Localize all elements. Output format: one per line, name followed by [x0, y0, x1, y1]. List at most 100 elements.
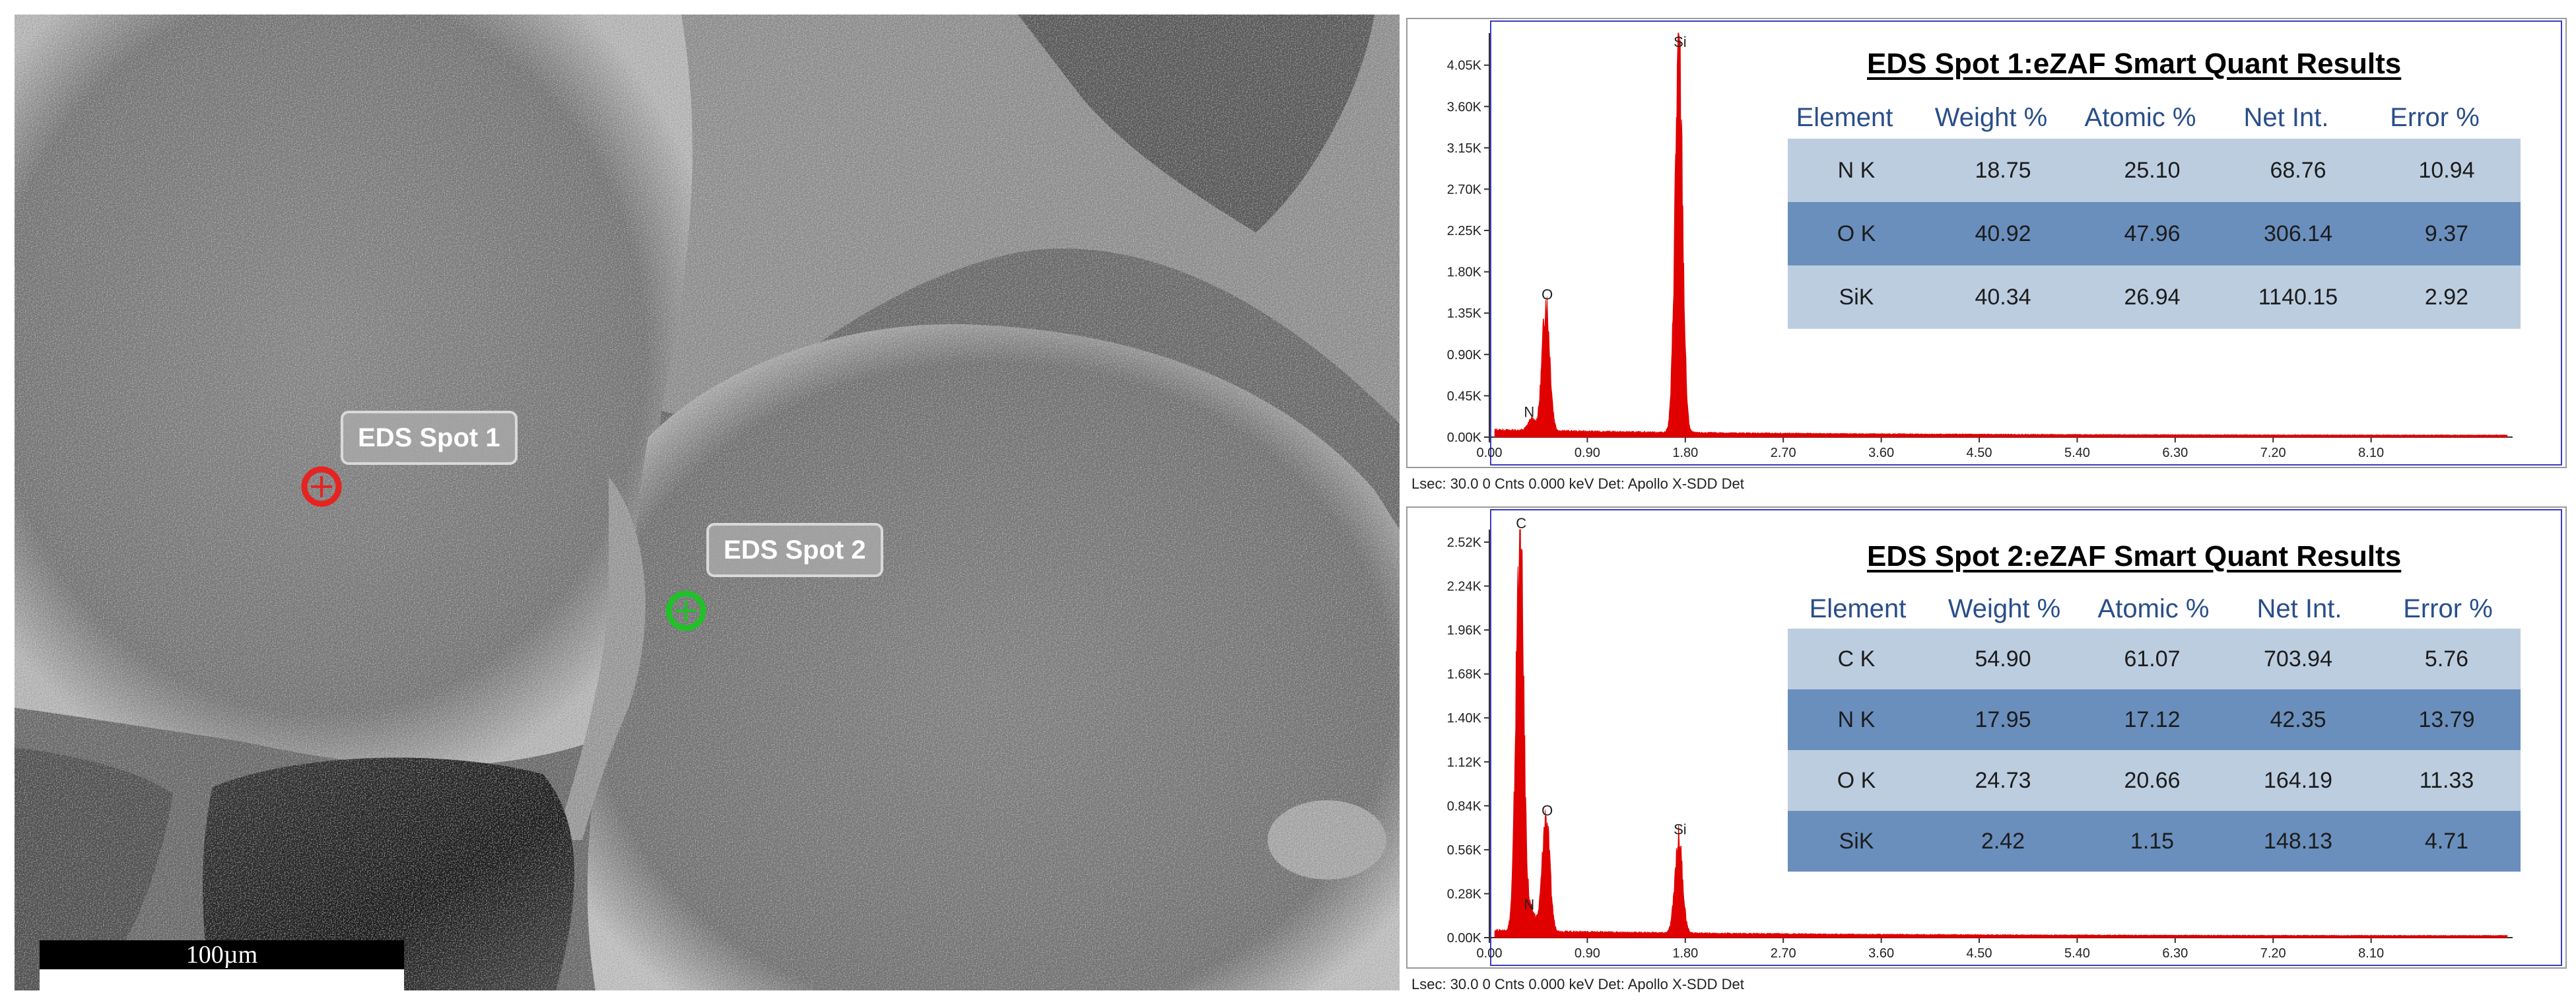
cell-weight: 40.34: [1975, 285, 2031, 310]
plot-frame: [1490, 20, 2562, 466]
y-tick-label: 3.60K: [1447, 100, 1482, 114]
header-atomic: Atomic %: [2084, 103, 2196, 132]
header-net-int: Net Int.: [2256, 594, 2342, 623]
eds-panel-2: 0.00K 0.28K 0.56K 0.84K 1.12K 1.40K 1.68K 1.96K…: [1406, 503, 2568, 997]
y-tick-label: 0.56K: [1447, 843, 1482, 858]
spectrum-2-caption: Lsec: 30.0 0 Cnts 0.000 keV Det: Apollo …: [1411, 976, 1744, 992]
cell-element: SiK: [1839, 285, 1874, 310]
cell-error: 11.33: [2419, 768, 2474, 793]
y-tick-label: 1.40K: [1447, 711, 1482, 726]
header-element: Element: [1809, 594, 1907, 623]
sem-micrograph: EDS Spot 1 EDS Spot 2 100µm: [15, 15, 1400, 997]
y-tick-label: 1.80K: [1447, 265, 1482, 280]
peak-label-o: O: [1542, 802, 1553, 819]
cell-net-int: 306.14: [2264, 221, 2332, 246]
x-tick-label: 7.20: [2260, 946, 2286, 961]
header-atomic: Atomic %: [2097, 594, 2210, 623]
x-tick-label: 0.90: [1575, 946, 1600, 961]
x-tick-label: 4.50: [1967, 446, 1992, 460]
cell-net-int: 68.76: [2270, 158, 2326, 183]
y-tick-label: 0.00K: [1447, 431, 1482, 445]
x-tick-label: 1.80: [1672, 946, 1698, 961]
spot-1-marker[interactable]: [298, 464, 345, 510]
cell-atomic: 47.96: [2124, 221, 2181, 246]
cell-net-int: 164.19: [2264, 768, 2332, 793]
cell-atomic: 17.12: [2124, 707, 2181, 732]
x-tick-label: 3.60: [1868, 446, 1894, 460]
y-tick-label: 2.24K: [1447, 580, 1482, 594]
x-tick-label: 0.00: [1477, 446, 1503, 460]
peak-label-si: Si: [1674, 821, 1687, 837]
x-tick-label: 6.30: [2162, 946, 2188, 961]
x-tick-label: 1.80: [1672, 446, 1698, 460]
x-tick-label: 0.00: [1477, 946, 1503, 961]
cell-weight: 24.73: [1975, 768, 2031, 793]
scale-bar-underline: [40, 969, 404, 997]
y-tick-label: 1.96K: [1447, 623, 1482, 638]
cell-element: O K: [1837, 221, 1876, 246]
cell-atomic: 61.07: [2124, 646, 2181, 672]
table-2-row: O K 24.73 20.66 164.19 11.33: [1788, 750, 2521, 811]
cell-atomic: 1.15: [2130, 829, 2175, 854]
table-1-title: EDS Spot 1:eZAF Smart Quant Results: [1867, 48, 2402, 80]
cell-error: 13.79: [2418, 707, 2475, 732]
table-1-row: N K 18.75 25.10 68.76 10.94: [1788, 139, 2521, 202]
cell-error: 10.94: [2418, 158, 2475, 183]
peak-label-c: C: [1516, 515, 1526, 532]
table-1-header: Element Weight % Atomic % Net Int. Error…: [1776, 103, 2509, 133]
cell-net-int: 1140.15: [2258, 285, 2338, 310]
cell-error: 5.76: [2424, 646, 2469, 672]
cell-weight: 2.42: [1981, 829, 2025, 854]
spot-2-label: EDS Spot 2: [706, 523, 883, 577]
x-tick-label: 5.40: [2064, 946, 2090, 961]
spectrum-1-caption: Lsec: 30.0 0 Cnts 0.000 keV Det: Apollo …: [1411, 475, 1744, 492]
x-tick-label: 0.90: [1575, 446, 1600, 460]
table-2-title: EDS Spot 2:eZAF Smart Quant Results: [1867, 540, 2402, 572]
cell-element: C K: [1837, 646, 1876, 672]
table-2-row: SiK 2.42 1.15 148.13 4.71: [1788, 811, 2521, 872]
eds-panel-1: 0.00K 0.45K 0.90K 1.35K 1.80K 2.25K 2.70K 3.15K…: [1406, 15, 2568, 495]
peak-label-si: Si: [1674, 34, 1687, 50]
cell-weight: 54.90: [1975, 646, 2031, 672]
y-tick-label: 4.05K: [1447, 59, 1482, 73]
peak-label-o: O: [1542, 286, 1553, 302]
cell-weight: 17.95: [1975, 707, 2031, 732]
cell-atomic: 20.66: [2124, 768, 2181, 793]
spectrum-series: [1494, 529, 2508, 938]
x-tick-label: 3.60: [1868, 946, 1894, 961]
cell-atomic: 25.10: [2124, 158, 2181, 183]
header-element: Element: [1796, 103, 1893, 132]
y-tick-label: 2.25K: [1447, 224, 1482, 238]
y-tick-label: 3.15K: [1447, 141, 1482, 156]
y-tick-label: 2.52K: [1447, 536, 1482, 550]
cell-element: SiK: [1839, 829, 1874, 854]
cell-atomic: 26.94: [2124, 285, 2181, 310]
table-2-row: N K 17.95 17.12 42.35 13.79: [1788, 689, 2521, 750]
spot-2-marker[interactable]: [663, 588, 709, 634]
header-weight: Weight %: [1934, 103, 2048, 132]
y-tick-label: 0.00K: [1447, 931, 1482, 946]
table-1-row: O K 40.92 47.96 306.14 9.37: [1788, 202, 2521, 265]
cell-error: 4.71: [2424, 829, 2469, 854]
x-tick-label: 8.10: [2358, 946, 2384, 961]
x-tick-label: 7.20: [2260, 446, 2286, 460]
x-tick-label: 5.40: [2064, 446, 2090, 460]
table-2-row: C K 54.90 61.07 703.94 5.76: [1788, 629, 2521, 689]
y-tick-label: 1.68K: [1447, 668, 1482, 682]
table-2-header: Element Weight % Atomic % Net Int. Error…: [1789, 594, 2522, 624]
header-net-int: Net Int.: [2243, 103, 2329, 132]
x-tick-label: 2.70: [1771, 946, 1796, 961]
y-tick-label: 2.70K: [1447, 182, 1482, 197]
y-tick-label: 0.28K: [1447, 887, 1482, 901]
scale-bar-label: 100µm: [40, 940, 404, 969]
peak-label-n: N: [1524, 896, 1534, 913]
cell-element: O K: [1837, 768, 1876, 793]
cell-net-int: 703.94: [2264, 646, 2332, 672]
x-tick-label: 2.70: [1771, 446, 1796, 460]
spectrum-series: [1494, 32, 2508, 438]
cell-weight: 40.92: [1975, 221, 2031, 246]
cell-element: N K: [1837, 707, 1876, 732]
y-tick-label: 0.84K: [1447, 799, 1482, 813]
y-tick-label: 1.12K: [1447, 755, 1482, 770]
